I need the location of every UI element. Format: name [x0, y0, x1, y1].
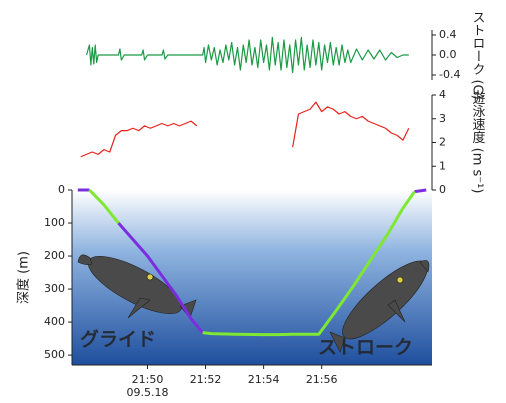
y-tick-label: 100 [44, 216, 65, 229]
y-tick-label: 2 [439, 136, 446, 149]
data-line [414, 188, 427, 194]
x-tick-label: 21:54 [248, 373, 280, 386]
y-axis-label: 遊泳速度 (m s⁻¹) [470, 92, 486, 194]
y-axis-label: 深度 (m) [16, 251, 32, 304]
whale-right [329, 260, 430, 353]
x-tick-label: 21:50 [132, 373, 164, 386]
x-tick-label: 21:52 [190, 373, 222, 386]
y-tick-label: 3 [439, 112, 446, 125]
data-line [85, 36, 409, 74]
y-tick-label: 0.4 [439, 28, 457, 41]
y-tick-label: 500 [44, 348, 65, 361]
y-tick-label: 4 [439, 88, 446, 101]
y-tick-label: 0.0 [439, 48, 457, 61]
y-tick-label: 300 [44, 282, 65, 295]
y-tick-label: 200 [44, 249, 65, 262]
x-tick-label: 21:56 [306, 373, 338, 386]
series-label: ストローク [318, 337, 413, 359]
data-line [202, 190, 416, 337]
y-tick-label: 0 [439, 183, 446, 196]
y-tick-label: 0 [58, 183, 65, 196]
data-line [292, 101, 410, 148]
y-tick-label: 400 [44, 315, 65, 328]
y-axis-label: ストローク (G) [470, 10, 485, 99]
date-label: 09.5.18 [126, 386, 168, 399]
y-tick-label: -0.4 [439, 68, 460, 81]
series-label: グライド [80, 328, 156, 351]
whale-left [77, 254, 197, 319]
data-line [117, 222, 204, 334]
y-tick-label: 1 [439, 159, 446, 172]
data-line [88, 188, 120, 224]
data-line [80, 120, 198, 158]
